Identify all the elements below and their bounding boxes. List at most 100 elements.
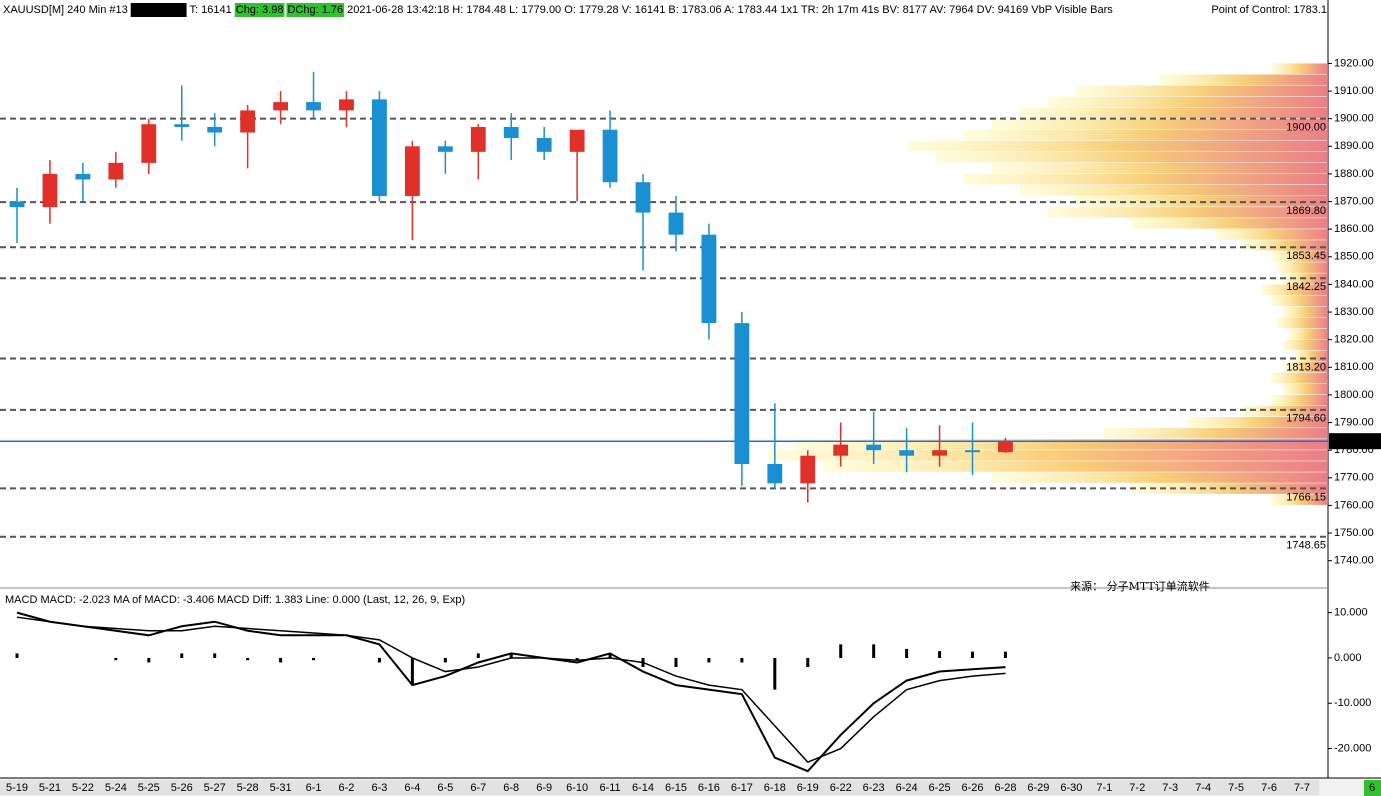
date-tick-bg — [329, 780, 364, 795]
volume-profile-bar — [824, 461, 1328, 472]
volume-profile-bar — [1188, 417, 1328, 428]
y-tick-label: 1900.00 — [1334, 113, 1374, 125]
candle-body — [372, 99, 387, 197]
y-tick-label: 1740.00 — [1334, 555, 1374, 567]
date-tick-bg — [263, 780, 298, 795]
x-tick-label: 5-19 — [6, 782, 28, 794]
x-tick-label: 6-22 — [830, 782, 852, 794]
candle-body — [998, 441, 1013, 453]
date-tick-bg — [395, 780, 430, 795]
header-segment: DChg: 1.76 — [287, 4, 343, 16]
volume-profile-bar — [1020, 184, 1328, 196]
volume-profile-bar — [1272, 394, 1328, 406]
date-tick-bg — [1285, 780, 1319, 795]
volume-profile-bar — [992, 472, 1328, 483]
level-label: 1853.45 — [1286, 250, 1326, 262]
x-tick-label: 6-4 — [404, 782, 420, 794]
x-tick-label: 6-19 — [797, 782, 819, 794]
candle-body — [536, 138, 552, 152]
candle-body — [404, 146, 420, 197]
date-tick-bg — [428, 780, 463, 795]
volume-profile-bar — [1260, 284, 1328, 295]
y-tick-label: 1860.00 — [1334, 223, 1374, 235]
volume-profile-bar — [992, 118, 1328, 130]
candle-body — [932, 450, 947, 456]
y-tick-label: 1880.00 — [1334, 168, 1374, 180]
date-tick-bg — [658, 780, 693, 795]
date-tick-bg — [1153, 780, 1188, 795]
x-tick-label: 6-26 — [961, 782, 983, 794]
x-tick-label: 6-11 — [599, 782, 620, 794]
volume-profile-bar — [1277, 317, 1328, 329]
header-segment: T: 16141 — [190, 4, 232, 16]
macd-title: MACD MACD: -2.023 MA of MACD: -3.406 MAC… — [5, 594, 465, 606]
volume-profile-bar — [964, 129, 1328, 141]
x-tick-label: 6-25 — [929, 782, 951, 794]
candle-body — [240, 110, 256, 133]
level-label: 1842.25 — [1286, 281, 1326, 293]
x-tick-label: 6-24 — [896, 782, 918, 794]
y-tick-label: 1750.00 — [1334, 527, 1374, 539]
date-tick-bg — [98, 780, 133, 795]
date-tick-bg — [230, 780, 265, 795]
candle-body — [767, 463, 783, 484]
date-tick-bg — [955, 780, 990, 795]
candle-body — [503, 126, 519, 139]
volume-profile-bar — [1283, 339, 1328, 351]
volume-profile-bar — [1283, 306, 1328, 318]
header-segment: C: 1783.25 — [132, 4, 186, 16]
macd-line — [16, 611, 1006, 773]
date-tick-bg — [856, 780, 891, 795]
header-segment: Point of Control: 1783.1 — [1211, 4, 1327, 16]
x-tick-label: 7-2 — [1129, 782, 1145, 794]
level-label: 1900.00 — [1286, 122, 1326, 134]
x-tick-label: 6-9 — [536, 782, 552, 794]
candle-body — [899, 450, 915, 456]
candle-body — [306, 102, 321, 111]
date-tick-bg — [1087, 780, 1122, 795]
corner-badge-bg — [1364, 780, 1381, 796]
date-tick-bg — [626, 780, 661, 795]
volume-profile-bar — [1216, 229, 1328, 240]
x-tick-label: 6-17 — [731, 782, 753, 794]
x-tick-label: 7-3 — [1162, 782, 1178, 794]
corner-badge: 6 — [1369, 782, 1375, 794]
y-tick-label: 1920.00 — [1334, 57, 1374, 69]
volume-profile-bar — [1076, 85, 1328, 97]
level-label: 1766.15 — [1286, 491, 1326, 503]
y-tick-label: 1770.00 — [1334, 472, 1374, 484]
candle-body — [42, 173, 58, 208]
level-label: 1794.60 — [1286, 413, 1326, 425]
date-tick-bg — [131, 780, 166, 795]
level-label: 1813.20 — [1286, 361, 1326, 373]
volume-profile-bar — [992, 162, 1328, 174]
date-tick-bg — [0, 780, 34, 795]
volume-profile-bar — [936, 151, 1328, 163]
candle-body — [965, 450, 980, 453]
y-tick-label: 1870.00 — [1334, 195, 1374, 207]
x-tick-label: 6-14 — [632, 782, 654, 794]
candle-body — [866, 444, 882, 451]
x-tick-label: 7-7 — [1294, 782, 1310, 794]
date-tick-bg — [296, 780, 331, 795]
x-tick-label: 5-26 — [171, 782, 193, 794]
header-segment: XAUUSD[M] 240 Min #13 — [3, 4, 128, 16]
y-tick-label: 1810.00 — [1334, 361, 1374, 373]
date-tick-bg — [362, 780, 397, 795]
date-tick-bg — [461, 780, 496, 795]
date-tick-bg — [922, 780, 957, 795]
y-tick-label: 10.000 — [1334, 607, 1368, 619]
x-tick-label: 7-5 — [1228, 782, 1244, 794]
x-tick-label: 6-18 — [764, 782, 786, 794]
y-tick-label: 1800.00 — [1334, 389, 1374, 401]
last-price-box — [1329, 433, 1381, 450]
volume-profile-bar — [1244, 240, 1328, 251]
x-tick-label: 6-28 — [994, 782, 1016, 794]
x-tick-label: 5-21 — [39, 782, 61, 794]
volume-profile-bar — [908, 140, 1328, 152]
x-tick-label: 6-2 — [339, 782, 355, 794]
x-tick-label: 6-30 — [1060, 782, 1082, 794]
candle-body — [437, 146, 453, 152]
candle-body — [833, 444, 849, 456]
last-price-label: 1783.25 — [1332, 435, 1372, 447]
